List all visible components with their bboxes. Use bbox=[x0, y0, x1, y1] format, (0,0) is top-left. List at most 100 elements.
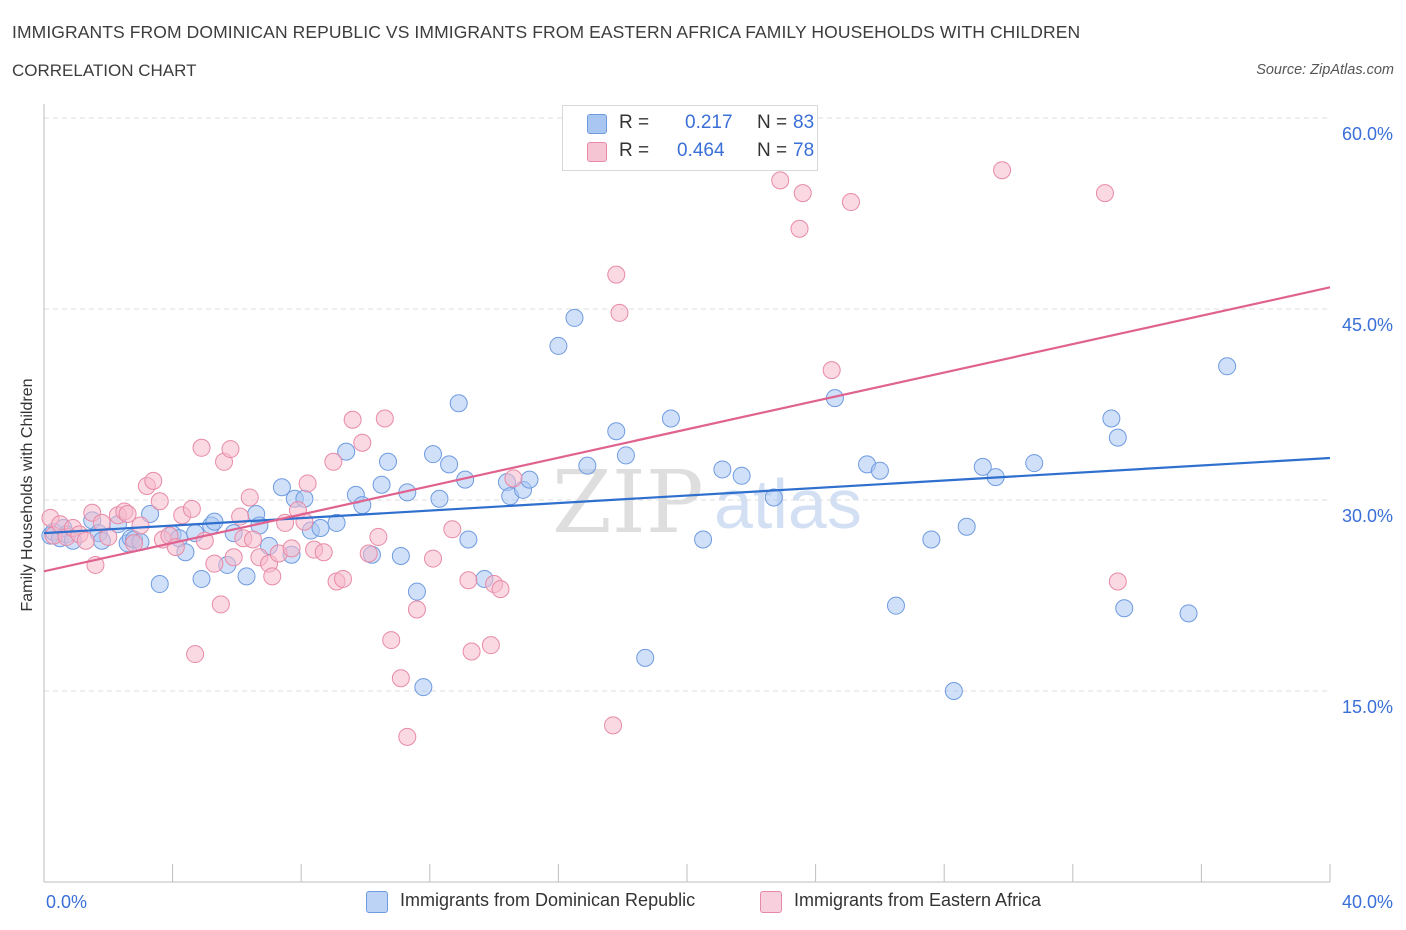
y-axis-label: Family Households with Children bbox=[19, 378, 36, 612]
point-eastern-africa bbox=[790, 219, 809, 238]
point-dominican bbox=[1025, 454, 1044, 473]
point-eastern-africa bbox=[205, 554, 224, 573]
legend-label-eastern-africa: Immigrants from Eastern Africa bbox=[794, 890, 1042, 910]
point-eastern-africa bbox=[424, 549, 443, 568]
point-eastern-africa bbox=[186, 645, 205, 664]
point-dominican bbox=[337, 442, 356, 461]
point-eastern-africa bbox=[99, 527, 118, 546]
point-eastern-africa bbox=[240, 488, 259, 507]
point-dominican bbox=[764, 488, 783, 507]
point-dominican bbox=[272, 478, 291, 497]
point-dominican bbox=[1218, 357, 1237, 376]
point-dominican bbox=[372, 475, 391, 494]
point-dominican bbox=[141, 505, 160, 524]
points bbox=[41, 161, 1237, 746]
chart-title: IMMIGRANTS FROM DOMINICAN REPUBLIC VS IM… bbox=[12, 22, 1081, 42]
point-eastern-africa bbox=[793, 184, 812, 203]
point-eastern-africa bbox=[375, 409, 394, 428]
point-dominican bbox=[713, 460, 732, 479]
point-dominican bbox=[237, 567, 256, 586]
legend-r-label: R = bbox=[619, 112, 650, 133]
point-dominican bbox=[414, 678, 433, 697]
point-eastern-africa bbox=[841, 193, 860, 212]
tick-labels: 15.0% 30.0% 45.0% 60.0% 0.0% 40.0% bbox=[46, 124, 1393, 912]
point-dominican bbox=[565, 308, 584, 327]
trend-line-eastern-africa bbox=[43, 286, 1331, 573]
point-dominican bbox=[459, 530, 478, 549]
point-eastern-africa bbox=[607, 265, 626, 284]
point-eastern-africa bbox=[610, 303, 629, 322]
point-eastern-africa bbox=[1095, 184, 1114, 203]
legend-swatch-pink bbox=[587, 142, 607, 162]
legend-r-label: R = bbox=[619, 140, 650, 161]
y-tick-label: 30.0% bbox=[1342, 506, 1393, 526]
point-eastern-africa bbox=[211, 595, 230, 614]
point-dominican bbox=[379, 452, 398, 471]
point-dominican bbox=[327, 513, 346, 532]
point-dominican bbox=[661, 409, 680, 428]
point-eastern-africa bbox=[182, 499, 201, 518]
grid bbox=[44, 117, 1330, 692]
point-eastern-africa bbox=[282, 539, 301, 558]
legend-label-dominican: Immigrants from Dominican Republic bbox=[400, 890, 696, 910]
point-dominican bbox=[922, 530, 941, 549]
point-eastern-africa bbox=[993, 161, 1012, 180]
point-eastern-africa bbox=[224, 548, 243, 567]
point-dominican bbox=[694, 530, 713, 549]
point-dominican bbox=[549, 336, 568, 355]
point-eastern-africa bbox=[822, 361, 841, 380]
point-dominican bbox=[616, 446, 635, 465]
point-eastern-africa bbox=[391, 669, 410, 688]
point-dominican bbox=[607, 422, 626, 441]
trend-lines bbox=[43, 286, 1331, 573]
point-eastern-africa bbox=[243, 530, 262, 549]
point-dominican bbox=[449, 394, 468, 413]
point-eastern-africa bbox=[459, 571, 478, 590]
source-label: Source: ZipAtlas.com bbox=[1256, 62, 1394, 78]
point-dominican bbox=[407, 582, 426, 601]
point-dominican bbox=[1115, 599, 1134, 618]
point-dominican bbox=[870, 461, 889, 480]
point-dominican bbox=[424, 445, 443, 464]
y-tick-label: 45.0% bbox=[1342, 315, 1393, 335]
point-eastern-africa bbox=[398, 727, 417, 746]
point-dominican bbox=[886, 596, 905, 615]
point-dominican bbox=[440, 455, 459, 474]
point-dominican bbox=[973, 457, 992, 476]
point-eastern-africa bbox=[604, 716, 623, 735]
point-eastern-africa bbox=[462, 642, 481, 661]
point-eastern-africa bbox=[382, 631, 401, 650]
point-eastern-africa bbox=[369, 527, 388, 546]
legend-n-label: N = bbox=[757, 140, 788, 161]
legend-swatch-blue bbox=[587, 114, 607, 134]
point-dominican bbox=[732, 466, 751, 485]
point-eastern-africa bbox=[491, 580, 510, 599]
y-tick-label: 15.0% bbox=[1342, 697, 1393, 717]
point-eastern-africa bbox=[324, 452, 343, 471]
point-eastern-africa bbox=[150, 492, 169, 511]
point-dominican bbox=[192, 569, 211, 588]
trend-line-dominican bbox=[43, 456, 1331, 535]
point-dominican bbox=[430, 489, 449, 508]
point-eastern-africa bbox=[192, 438, 211, 457]
y-tick-label: 60.0% bbox=[1342, 124, 1393, 144]
point-eastern-africa bbox=[359, 544, 378, 563]
point-eastern-africa bbox=[353, 433, 372, 452]
legend-swatch-pink bbox=[760, 891, 782, 913]
point-dominican bbox=[1102, 409, 1121, 428]
point-dominican bbox=[520, 470, 539, 489]
point-eastern-africa bbox=[333, 569, 352, 588]
point-eastern-africa bbox=[76, 531, 95, 550]
point-eastern-africa bbox=[118, 505, 137, 524]
axes bbox=[43, 104, 1331, 883]
legend-n-value: 78 bbox=[793, 140, 815, 161]
point-eastern-africa bbox=[771, 171, 790, 190]
legend-r-value: 0.464 bbox=[677, 140, 725, 161]
x-tick-label: 0.0% bbox=[46, 892, 87, 912]
point-eastern-africa bbox=[407, 600, 426, 619]
stats-legend: R = 0.217 N = 83 R = 0.464 N = 78 bbox=[562, 105, 818, 171]
point-dominican bbox=[636, 648, 655, 667]
x-tick-label: 40.0% bbox=[1342, 892, 1393, 912]
point-eastern-africa bbox=[263, 567, 282, 586]
